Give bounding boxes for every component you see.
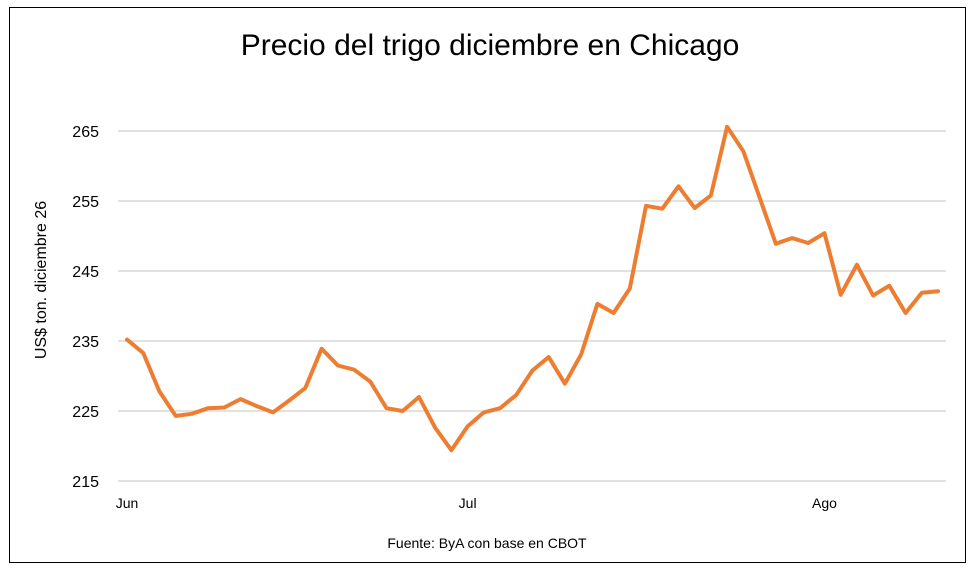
x-tick-label: Jun [116, 495, 139, 511]
y-tick-label: 225 [72, 404, 99, 421]
gridlines [118, 130, 946, 482]
chart-title: Precio del trigo diciembre en Chicago [241, 29, 740, 62]
y-tick-label: 245 [72, 264, 99, 281]
y-axis-ticks: 215 225 235 245 255 265 [72, 124, 99, 491]
y-axis-label: US$ ton. diciembre 26 [33, 201, 50, 359]
source-note: Fuente: ByA con base en CBOT [387, 535, 587, 551]
series-layer [125, 124, 940, 453]
chart-frame [9, 7, 966, 563]
x-tick-label: Jul [459, 495, 477, 511]
y-tick-label: 215 [72, 474, 99, 491]
y-tick-label: 235 [72, 334, 99, 351]
series-line [125, 124, 940, 453]
y-tick-label: 255 [72, 194, 99, 211]
y-tick-label: 265 [72, 124, 99, 141]
x-axis-ticks: Jun Jul Ago [116, 495, 837, 511]
x-tick-label: Ago [812, 495, 837, 511]
